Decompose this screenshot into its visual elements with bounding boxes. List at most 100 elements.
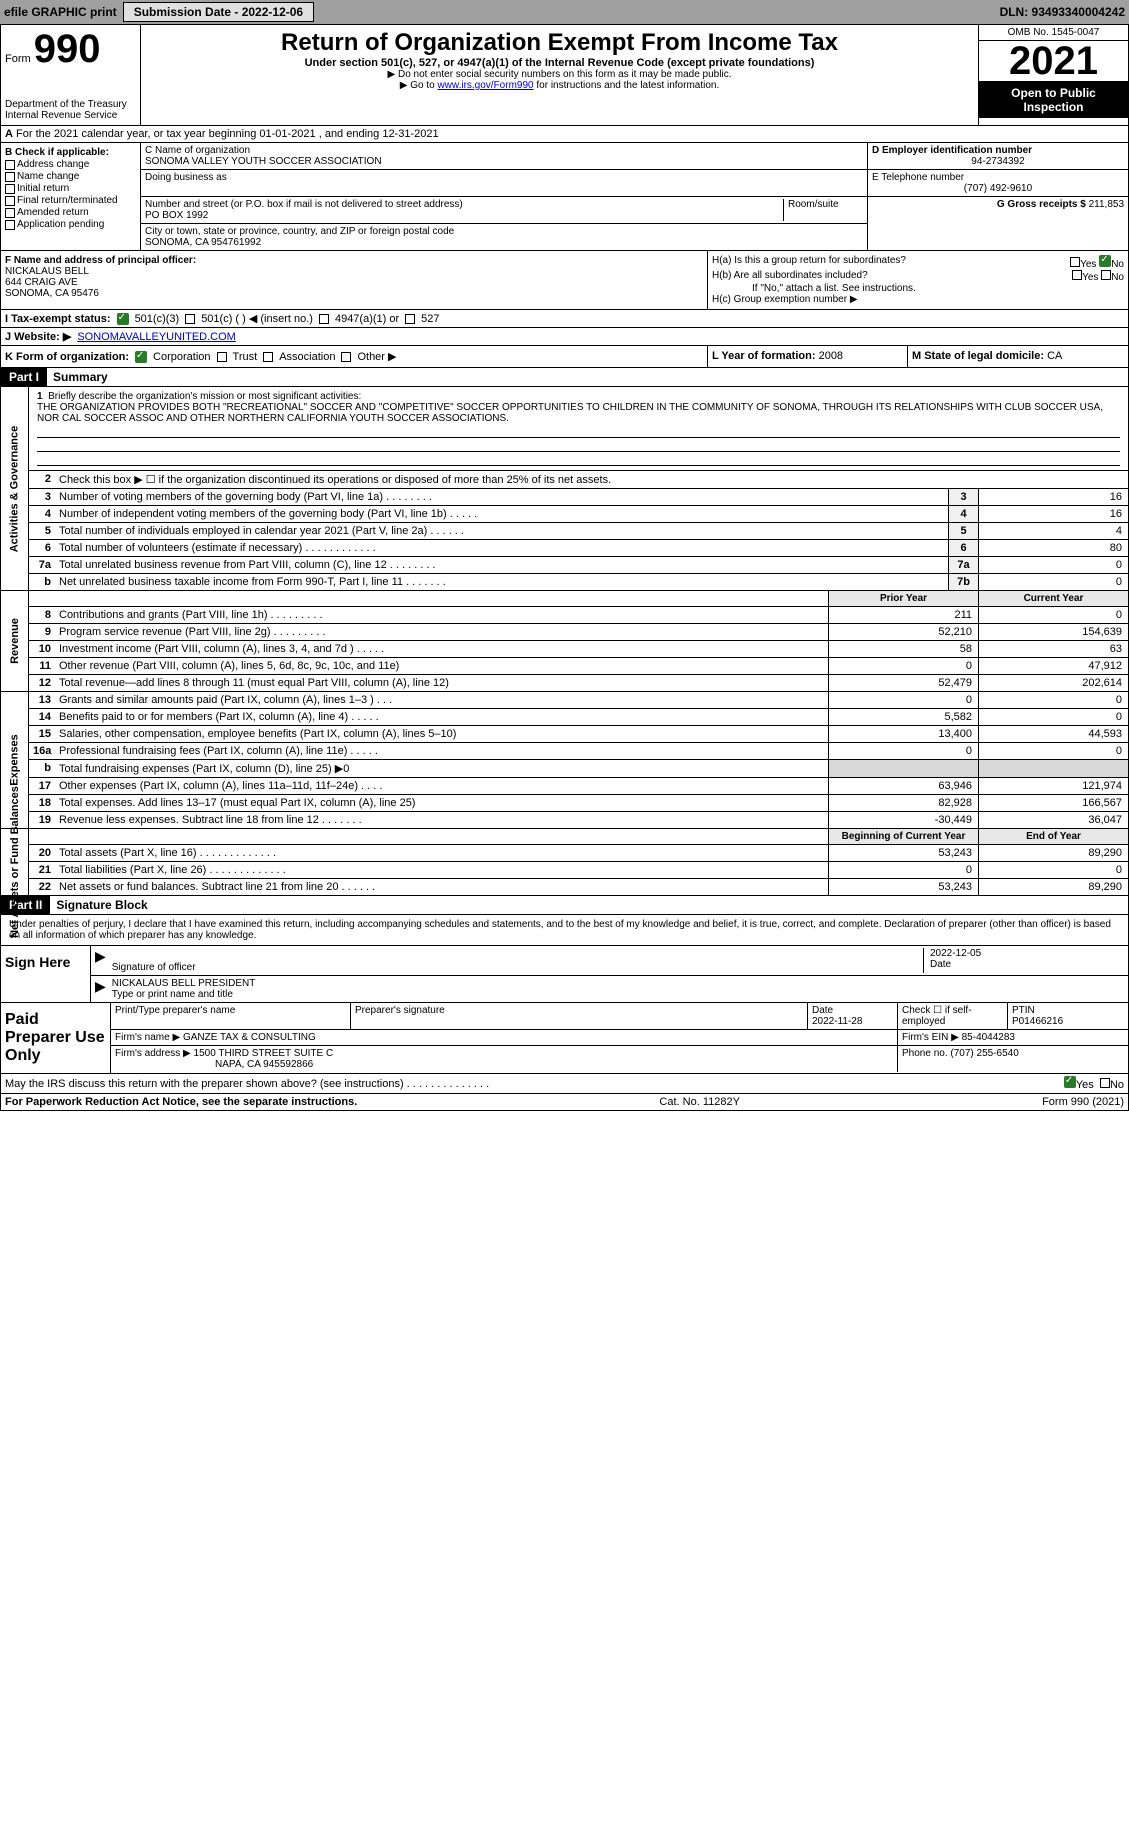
line-18: Total expenses. Add lines 13–17 (must eq… <box>55 795 828 811</box>
dept-treasury: Department of the Treasury <box>5 99 136 110</box>
part-i-title: Summary <box>47 370 108 384</box>
addr-label: Number and street (or P.O. box if mail i… <box>145 199 783 210</box>
i-501c3-check[interactable] <box>117 313 129 325</box>
section-bcdg: B Check if applicable: Address change Na… <box>0 143 1129 251</box>
dln-label: DLN: 93493340004242 <box>1000 5 1125 19</box>
arrow-icon: ▶ <box>95 978 106 1000</box>
may-discuss-row: May the IRS discuss this return with the… <box>0 1074 1129 1094</box>
hb-no-check[interactable] <box>1101 270 1111 280</box>
goto-pre: ▶ Go to <box>400 80 438 91</box>
check-amended-return[interactable]: Amended return <box>5 207 136 218</box>
website-link[interactable]: SONOMAVALLEYUNITED.COM <box>77 331 236 343</box>
l-value: 2008 <box>819 350 843 362</box>
k-corp-check[interactable] <box>135 351 147 363</box>
i-527-check[interactable] <box>405 314 415 324</box>
check-address-change[interactable]: Address change <box>5 159 136 170</box>
m-label: M State of legal domicile: <box>912 350 1044 362</box>
ssn-hint: ▶ Do not enter social security numbers o… <box>145 69 974 80</box>
mission-block: 1 Briefly describe the organization's mi… <box>29 387 1128 471</box>
m-value: CA <box>1047 350 1062 362</box>
paid-preparer-section: Paid Preparer Use Only Print/Type prepar… <box>0 1003 1129 1074</box>
form-number: 990 <box>34 27 101 71</box>
ha-yes-check[interactable] <box>1070 257 1080 267</box>
i-4947-check[interactable] <box>319 314 329 324</box>
sig-officer-label: Signature of officer <box>112 962 923 973</box>
firm-ein-value: 85-4044283 <box>962 1032 1015 1043</box>
arrow-icon: ▶ <box>95 948 106 973</box>
sign-here-label: Sign Here <box>1 946 91 1002</box>
line-10: Investment income (Part VIII, column (A)… <box>55 641 828 657</box>
current-year-hdr: Current Year <box>978 591 1128 606</box>
may-yes-check[interactable] <box>1064 1076 1076 1088</box>
k-other-check[interactable] <box>341 352 351 362</box>
check-final-return[interactable]: Final return/terminated <box>5 195 136 206</box>
hb-label: H(b) Are all subordinates included? <box>712 270 868 283</box>
open-to-public: Open to Public Inspection <box>979 82 1128 118</box>
k-label: K Form of organization: <box>5 351 129 363</box>
line-6: Total number of volunteers (estimate if … <box>55 540 948 556</box>
check-initial-return[interactable]: Initial return <box>5 183 136 194</box>
line-16a: Professional fundraising fees (Part IX, … <box>55 743 828 759</box>
line-17: Other expenses (Part IX, column (A), lin… <box>55 778 828 794</box>
line-5-val: 4 <box>978 523 1128 539</box>
k-trust-check[interactable] <box>217 352 227 362</box>
line-14: Benefits paid to or for members (Part IX… <box>55 709 828 725</box>
officer-addr2: SONOMA, CA 95476 <box>5 288 703 299</box>
line-19: Revenue less expenses. Subtract line 18 … <box>55 812 828 828</box>
submission-date-button[interactable]: Submission Date - 2022-12-06 <box>123 2 314 22</box>
sig-date-value: 2022-12-05 <box>930 948 1124 959</box>
check-name-change[interactable]: Name change <box>5 171 136 182</box>
k-assoc-check[interactable] <box>263 352 273 362</box>
line-12: Total revenue—add lines 8 through 11 (mu… <box>55 675 828 691</box>
prep-name-label: Print/Type preparer's name <box>115 1005 346 1016</box>
may-no-check[interactable] <box>1100 1078 1110 1088</box>
form-subtitle: Under section 501(c), 527, or 4947(a)(1)… <box>145 57 974 69</box>
self-employed-label: Check ☐ if self-employed <box>902 1005 1003 1027</box>
firm-name-value: GANZE TAX & CONSULTING <box>183 1032 316 1043</box>
part-ii-header: Part II Signature Block <box>0 896 1129 915</box>
ha-no-check[interactable] <box>1099 255 1111 267</box>
check-application-pending[interactable]: Application pending <box>5 219 136 230</box>
line-2: Check this box ▶ ☐ if the organization d… <box>55 471 1128 488</box>
firm-phone-value: (707) 255-6540 <box>950 1048 1018 1059</box>
firm-addr1: 1500 THIRD STREET SUITE C <box>194 1048 334 1059</box>
prep-date-label: Date <box>812 1005 893 1016</box>
firm-phone-label: Phone no. <box>902 1048 948 1059</box>
i-501c-check[interactable] <box>185 314 195 324</box>
net-assets-section: Net Assets or Fund Balances Beginning of… <box>0 829 1129 896</box>
sig-name-label: Type or print name and title <box>112 989 1124 1000</box>
form-footer: Form 990 (2021) <box>1042 1096 1124 1108</box>
line-7a: Total unrelated business revenue from Pa… <box>55 557 948 573</box>
governance-tab: Activities & Governance <box>1 387 29 590</box>
i-label: I Tax-exempt status: <box>5 313 111 325</box>
line-7a-val: 0 <box>978 557 1128 573</box>
part-i-tag: Part I <box>1 368 47 386</box>
col-b: B Check if applicable: Address change Na… <box>1 143 141 250</box>
signature-declaration: Under penalties of perjury, I declare th… <box>1 915 1128 945</box>
top-bar: efile GRAPHIC print Submission Date - 20… <box>0 0 1129 24</box>
paperwork-notice: For Paperwork Reduction Act Notice, see … <box>5 1096 357 1108</box>
irs-link[interactable]: www.irs.gov/Form990 <box>437 80 533 91</box>
mission-text: THE ORGANIZATION PROVIDES BOTH "RECREATI… <box>37 402 1103 424</box>
line-16b: Total fundraising expenses (Part IX, col… <box>55 760 828 777</box>
form-left: Form 990 Department of the Treasury Inte… <box>1 25 141 125</box>
form-title: Return of Organization Exempt From Incom… <box>145 29 974 57</box>
col-c: C Name of organization SONOMA VALLEY YOU… <box>141 143 868 250</box>
form-header: Form 990 Department of the Treasury Inte… <box>0 24 1129 126</box>
form-word: Form <box>5 53 31 65</box>
row-j: J Website: ▶ SONOMAVALLEYUNITED.COM <box>0 328 1129 346</box>
revenue-tab: Revenue <box>1 591 29 691</box>
hb-yes-check[interactable] <box>1072 270 1082 280</box>
j-label: J Website: ▶ <box>5 330 71 343</box>
part-ii-title: Signature Block <box>50 898 147 912</box>
ptin-label: PTIN <box>1012 1005 1124 1016</box>
city-value: SONOMA, CA 954761992 <box>145 237 863 248</box>
line-6-val: 80 <box>978 540 1128 556</box>
line-9: Program service revenue (Part VIII, line… <box>55 624 828 640</box>
org-name-label: C Name of organization <box>145 145 863 156</box>
col-h: H(a) Is this a group return for subordin… <box>708 251 1128 309</box>
firm-addr-label: Firm's address ▶ <box>115 1048 191 1059</box>
line-3: Number of voting members of the governin… <box>55 489 948 505</box>
row-a: A For the 2021 calendar year, or tax yea… <box>0 126 1129 143</box>
firm-addr2: NAPA, CA 945592866 <box>115 1059 313 1070</box>
